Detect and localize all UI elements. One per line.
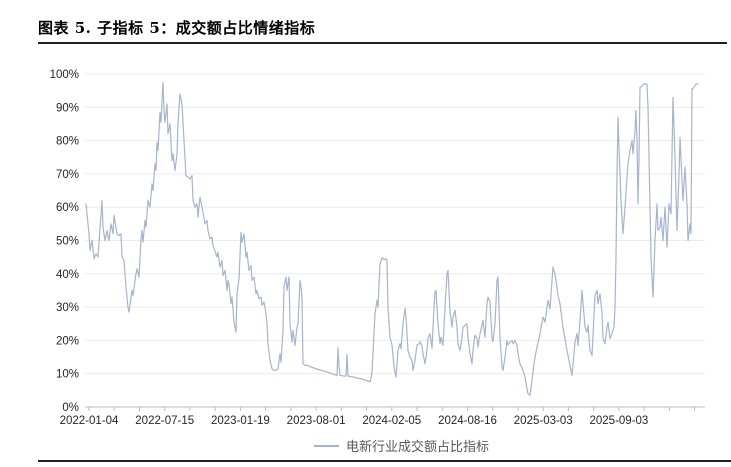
y-tick-label: 40% [56,269,79,281]
x-tick-label: 2025-03-03 [514,415,573,427]
series-line [85,81,699,396]
y-tick-label: 50% [56,236,79,248]
gridlines [85,73,705,375]
y-tick-label: 10% [56,369,79,381]
y-tick-label: 100% [50,69,79,81]
x-tick-label: 2022-07-15 [135,415,194,427]
y-tick-label: 80% [56,136,79,148]
y-tick-label: 70% [56,169,79,181]
legend-line-sample [314,444,339,447]
x-tick-label: 2024-02-05 [362,415,421,427]
x-axis: 2022-01-04 2022-07-15 2023-01-19 2023-08-01… [60,406,705,427]
x-tick-label: 2023-08-01 [287,415,346,427]
bottom-divider [38,460,731,462]
title-divider [38,42,727,44]
x-tick-label: 2025-09-03 [589,415,648,427]
y-tick-label: 30% [56,302,79,314]
x-tick-label: 2023-01-19 [211,415,270,427]
series-lines [85,81,699,396]
figure-title: 图表 5. 子指标 5：成交额占比情绪指标 [38,19,316,37]
legend-label: 电新行业成交额占比指标 [346,439,490,454]
y-tick-label: 20% [56,335,79,347]
y-tick-label: 60% [56,202,79,214]
y-tick-label: 0% [62,402,79,414]
y-tick-label: 90% [56,102,79,114]
x-tick-label: 2024-08-16 [438,415,497,427]
y-axis-labels: 0% 10% 20% 30% 40% 50% 60% 70% 80% 90% 100% [50,69,79,414]
x-tick-label: 2022-01-04 [60,415,119,427]
chart-legend: 电新行业成交额占比指标 [314,436,489,455]
